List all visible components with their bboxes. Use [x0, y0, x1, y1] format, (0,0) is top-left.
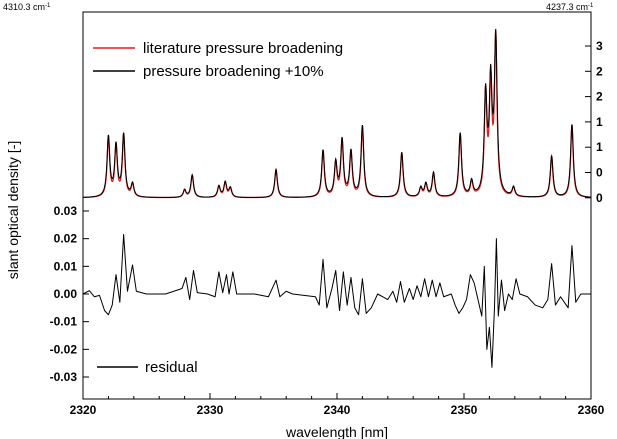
left-tick-label-3: 0.00	[54, 287, 78, 301]
right-tick-label-3: 1	[596, 115, 603, 129]
legend-label-literature: literature pressure broadening	[143, 40, 343, 57]
right-tick-label-5: 0	[596, 166, 603, 180]
right-tick-label-6: 0	[596, 191, 603, 205]
left-axis-ticks: 0.03 0.02 0.01 0.00 -0.01 -0.02 -0.03	[50, 204, 89, 384]
left-tick-label-1: 0.02	[54, 232, 78, 246]
right-axis-ticks: 3 2 2 1 1 0 0	[585, 39, 603, 205]
left-tick-label-2: 0.01	[54, 259, 78, 273]
right-tick-label-1: 2	[596, 64, 603, 78]
series-residual	[82, 234, 591, 368]
left-tick-label-6: -0.03	[50, 370, 78, 384]
left-tick-label-0: 0.03	[54, 204, 78, 218]
right-tick-label-0: 3	[596, 39, 603, 53]
x-tick-label-4: 2360	[578, 403, 605, 417]
top-right-wavenumber: 4237.3 cm-1	[546, 2, 594, 12]
x-tick-label-3: 2350	[451, 403, 478, 417]
lower-panel-residual	[82, 234, 591, 368]
left-tick-label-5: -0.02	[50, 342, 78, 356]
top-left-wavenumber: 4310.3 cm-1	[3, 2, 51, 12]
x-tick-label-1: 2330	[197, 403, 224, 417]
series-pressure-broadening-plus10	[82, 28, 592, 198]
x-axis-label: wavelength [nm]	[285, 424, 388, 439]
left-tick-label-4: -0.01	[50, 315, 78, 329]
right-tick-label-2: 2	[596, 90, 603, 104]
upper-panel-series	[82, 28, 592, 199]
legend-label-residual: residual	[145, 359, 198, 376]
x-tick-label-2: 2340	[324, 403, 351, 417]
y-axis-label: slant optical density [-]	[5, 141, 21, 280]
x-axis-ticks: 2320 2330 2340 2350 2360	[70, 393, 605, 417]
legend-label-broadening: pressure broadening +10%	[143, 63, 324, 80]
x-tick-label-0: 2320	[70, 403, 97, 417]
right-tick-label-4: 1	[596, 140, 603, 154]
